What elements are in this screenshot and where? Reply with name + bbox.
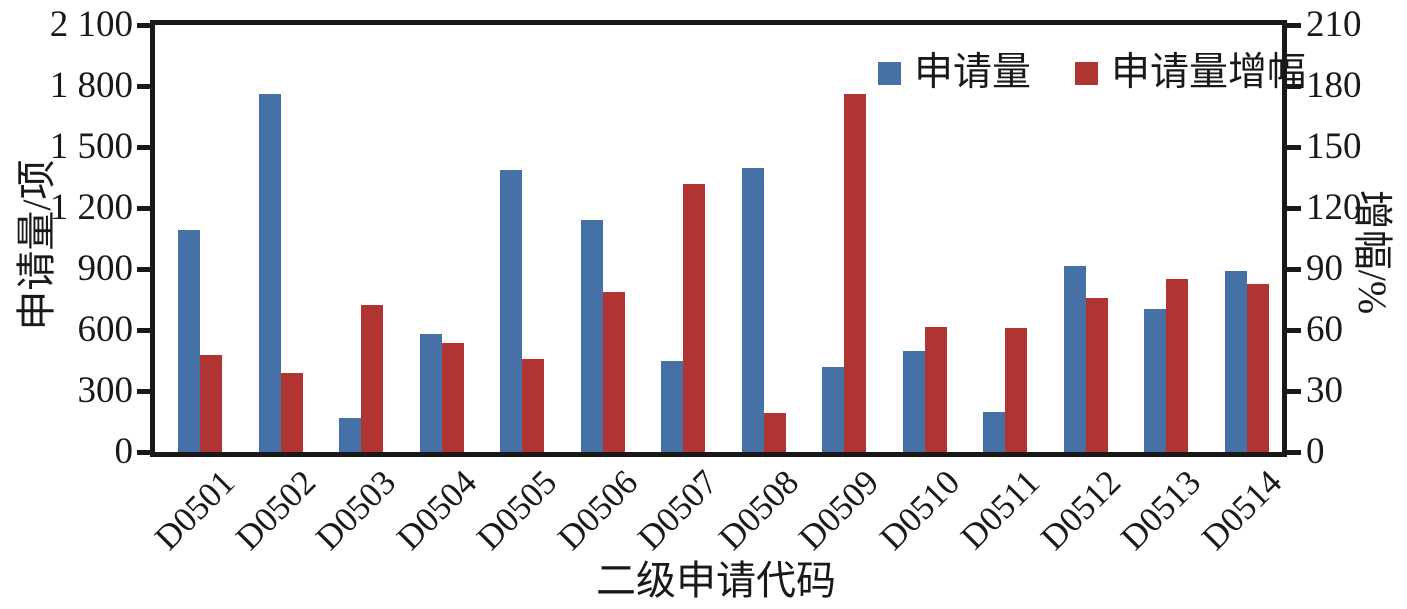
y-tick-left bbox=[137, 266, 151, 272]
y-tick-left bbox=[137, 327, 151, 333]
y-tick-left bbox=[137, 83, 151, 89]
bar-growth bbox=[1005, 327, 1027, 452]
y-tick-label-left: 600 bbox=[77, 309, 134, 350]
y-tick-left bbox=[137, 22, 151, 28]
x-axis-title: 二级申请代码 bbox=[596, 558, 836, 603]
y-tick-label-right: 30 bbox=[1306, 370, 1343, 411]
legend-swatch-applications bbox=[878, 61, 901, 85]
legend-label-applications: 申请量 bbox=[914, 51, 1032, 94]
y-tick-right bbox=[1287, 449, 1301, 455]
bar-growth bbox=[441, 343, 464, 452]
y-tick-label-left: 1 800 bbox=[49, 65, 133, 106]
bar-applications bbox=[741, 168, 764, 452]
y-tick-label-left: 0 bbox=[114, 431, 134, 472]
bar-growth bbox=[602, 292, 625, 452]
bar-applications bbox=[1224, 271, 1247, 452]
y-tick-left bbox=[137, 449, 151, 455]
bar-growth bbox=[1246, 284, 1269, 452]
bar-applications bbox=[822, 366, 844, 452]
bar-applications bbox=[1144, 308, 1166, 452]
bar-growth bbox=[361, 304, 383, 452]
y-tick-label-left: 1 500 bbox=[49, 126, 133, 167]
y-tick-left bbox=[137, 205, 151, 211]
y-tick-label-left: 1 200 bbox=[49, 187, 133, 228]
y-tick-right bbox=[1287, 266, 1301, 272]
legend-item-growth: 申请量增幅 bbox=[1075, 53, 1306, 93]
y-tick-label-right: 60 bbox=[1306, 309, 1343, 350]
y-tick-label-right: 0 bbox=[1306, 431, 1325, 472]
y-tick-label-left: 2 100 bbox=[49, 4, 133, 45]
legend-item-applications: 申请量 bbox=[878, 53, 1031, 93]
bar-growth bbox=[280, 372, 303, 452]
bar-applications bbox=[902, 351, 925, 452]
y-tick-label-right: 120 bbox=[1306, 187, 1362, 228]
bar-growth bbox=[924, 326, 947, 452]
bar-growth bbox=[844, 94, 866, 452]
bar-growth bbox=[1085, 298, 1108, 452]
y-tick-left bbox=[137, 144, 151, 150]
y-tick-label-right: 90 bbox=[1306, 248, 1343, 289]
y-tick-label-right: 150 bbox=[1306, 126, 1362, 167]
y-tick-label-left: 300 bbox=[77, 370, 134, 411]
y-tick-label-left: 900 bbox=[77, 248, 134, 289]
plot-area bbox=[150, 20, 1287, 457]
bar-growth bbox=[200, 355, 222, 452]
bar-growth bbox=[763, 413, 786, 452]
bar-applications bbox=[419, 334, 442, 452]
bar-applications bbox=[500, 170, 522, 452]
bar-growth bbox=[1166, 279, 1188, 452]
bar-applications bbox=[1063, 265, 1086, 452]
legend-label-growth: 申请量增幅 bbox=[1111, 51, 1307, 94]
bar-growth bbox=[683, 183, 705, 452]
bar-applications bbox=[258, 94, 281, 452]
bar-applications bbox=[339, 418, 361, 452]
y-axis-title-left: 申请量/项 bbox=[14, 159, 59, 331]
y-tick-right bbox=[1287, 327, 1301, 333]
bar-applications bbox=[580, 220, 603, 452]
legend-swatch-growth bbox=[1075, 61, 1099, 85]
y-tick-right bbox=[1287, 144, 1301, 150]
bar-growth bbox=[522, 359, 544, 452]
y-tick-right bbox=[1287, 83, 1301, 89]
bar-applications bbox=[178, 230, 200, 452]
bar-applications bbox=[661, 360, 683, 452]
y-tick-left bbox=[137, 388, 151, 394]
y-tick-label-right: 180 bbox=[1306, 65, 1362, 106]
y-tick-right bbox=[1287, 22, 1301, 28]
y-tick-right bbox=[1287, 388, 1301, 394]
y-tick-label-right: 210 bbox=[1306, 4, 1362, 45]
bar-applications bbox=[983, 412, 1005, 452]
legend: 申请量 申请量增幅 bbox=[878, 53, 1306, 93]
y-tick-right bbox=[1287, 205, 1301, 211]
